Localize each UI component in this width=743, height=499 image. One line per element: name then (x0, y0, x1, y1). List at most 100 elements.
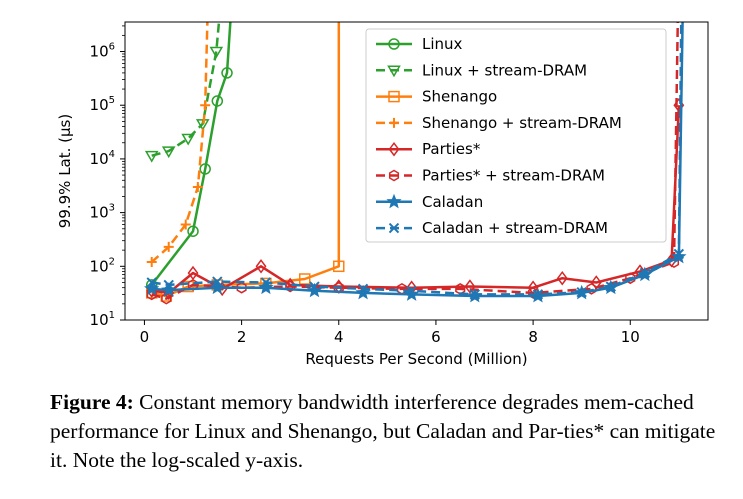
legend-label: Caladan (422, 193, 483, 211)
data-point (146, 288, 157, 301)
legend-entry: Parties* (376, 140, 481, 158)
x-tick-label: 10 (621, 328, 640, 346)
series-2 (145, 22, 345, 302)
legend-entry: Caladan (376, 193, 483, 211)
series-0 (145, 22, 233, 291)
legend-label: Linux + stream-DRAM (422, 61, 587, 79)
data-point (464, 279, 476, 294)
legend-entry: Shenango + stream-DRAM (376, 114, 622, 132)
x-tick-label: 2 (237, 328, 247, 346)
y-tick-label: 102 (90, 256, 115, 275)
legend-marker (389, 117, 399, 128)
y-tick-label: 106 (90, 42, 115, 61)
data-point (605, 281, 617, 292)
legend-entry: Shenango (376, 88, 497, 106)
y-axis-label: 99.9% Lat. (μs) (56, 114, 74, 228)
data-point (163, 279, 174, 291)
data-point (586, 283, 597, 295)
legend-marker (388, 169, 400, 182)
legend-label: Shenango (422, 88, 497, 106)
data-point (406, 285, 417, 296)
data-point (187, 225, 199, 237)
caption-text: Constant memory bandwidth interference d… (50, 390, 716, 472)
legend-marker (388, 222, 400, 234)
data-point (192, 181, 203, 192)
data-point (469, 289, 481, 300)
legend-label: Linux (422, 35, 463, 53)
legend-label: Shenango + stream-DRAM (422, 114, 622, 132)
legend-entry: Caladan + stream-DRAM (376, 219, 608, 237)
legend-entry: Parties* + stream-DRAM (376, 167, 605, 185)
series-1 (144, 22, 224, 163)
series-line (151, 22, 341, 298)
legend-marker (388, 141, 400, 157)
legend-entry: Linux + stream-DRAM (376, 61, 587, 79)
latency-line-chart: 0 2 4 6 8 10 101 102 103 104 105 106 Requests Per … (56, 21, 709, 368)
y-tick-label: 101 (90, 310, 115, 329)
series-layer (144, 22, 687, 305)
data-point (306, 282, 323, 298)
figure-caption: Figure 4: Constant memory bandwidth inte… (50, 388, 722, 475)
data-point (255, 259, 267, 274)
series-line (151, 22, 684, 298)
x-tick-label: 6 (431, 328, 441, 346)
data-point (182, 280, 194, 293)
legend-label: Caladan + stream-DRAM (422, 219, 608, 237)
y-tick-label: 105 (90, 95, 115, 114)
data-point (211, 95, 224, 107)
data-point (209, 46, 224, 59)
data-point (309, 281, 320, 292)
data-point (260, 277, 272, 288)
series-line (150, 22, 209, 264)
data-point (161, 292, 172, 305)
data-point (181, 133, 195, 146)
x-tick-label: 8 (528, 328, 538, 346)
caption-label: Figure 4: (50, 390, 134, 414)
legend-box (365, 28, 667, 243)
series-line (150, 22, 232, 286)
legend-label: Parties* (422, 140, 481, 158)
data-point (625, 272, 636, 285)
data-point (532, 289, 544, 300)
y-tick-label: 104 (90, 149, 115, 168)
data-point (199, 163, 211, 175)
data-point (180, 219, 191, 230)
data-point (403, 286, 420, 301)
chart-container: 0 2 4 6 8 10 101 102 103 104 105 106 Requests Per … (56, 21, 709, 368)
data-point (144, 150, 159, 163)
data-point (236, 281, 247, 294)
legend: Linux Linux + stream-DRAM Shenango Shenango… (365, 28, 667, 243)
data-point (673, 248, 685, 260)
series-3 (146, 22, 211, 268)
data-point (187, 265, 199, 281)
data-point (146, 257, 157, 268)
data-point (161, 146, 176, 159)
legend-entry: Linux (376, 35, 463, 53)
data-point (576, 286, 587, 298)
data-point (639, 267, 651, 279)
data-point (333, 260, 345, 273)
x-axis-label: Requests Per Second (Million) (305, 350, 527, 368)
legend-marker (388, 38, 400, 50)
series-7 (146, 22, 685, 300)
data-point (355, 284, 371, 300)
x-axis-ticks: 0 2 4 6 8 10 (140, 320, 640, 346)
y-tick-label: 103 (90, 203, 115, 222)
data-point (212, 276, 223, 287)
data-point (556, 270, 568, 286)
y-axis-ticks: 101 102 103 104 105 106 (90, 25, 125, 329)
data-point (163, 241, 174, 252)
x-tick-label: 0 (140, 328, 150, 346)
x-tick-label: 4 (334, 328, 344, 346)
data-point (221, 67, 233, 79)
data-point (200, 100, 211, 111)
data-point (146, 277, 157, 288)
series-line (151, 22, 683, 296)
data-point (357, 283, 369, 295)
legend-marker (387, 65, 401, 78)
legend-marker (388, 90, 400, 103)
legend-marker (386, 193, 402, 209)
legend-label: Parties* + stream-DRAM (422, 167, 605, 185)
data-point (671, 248, 687, 264)
data-point (299, 273, 311, 285)
